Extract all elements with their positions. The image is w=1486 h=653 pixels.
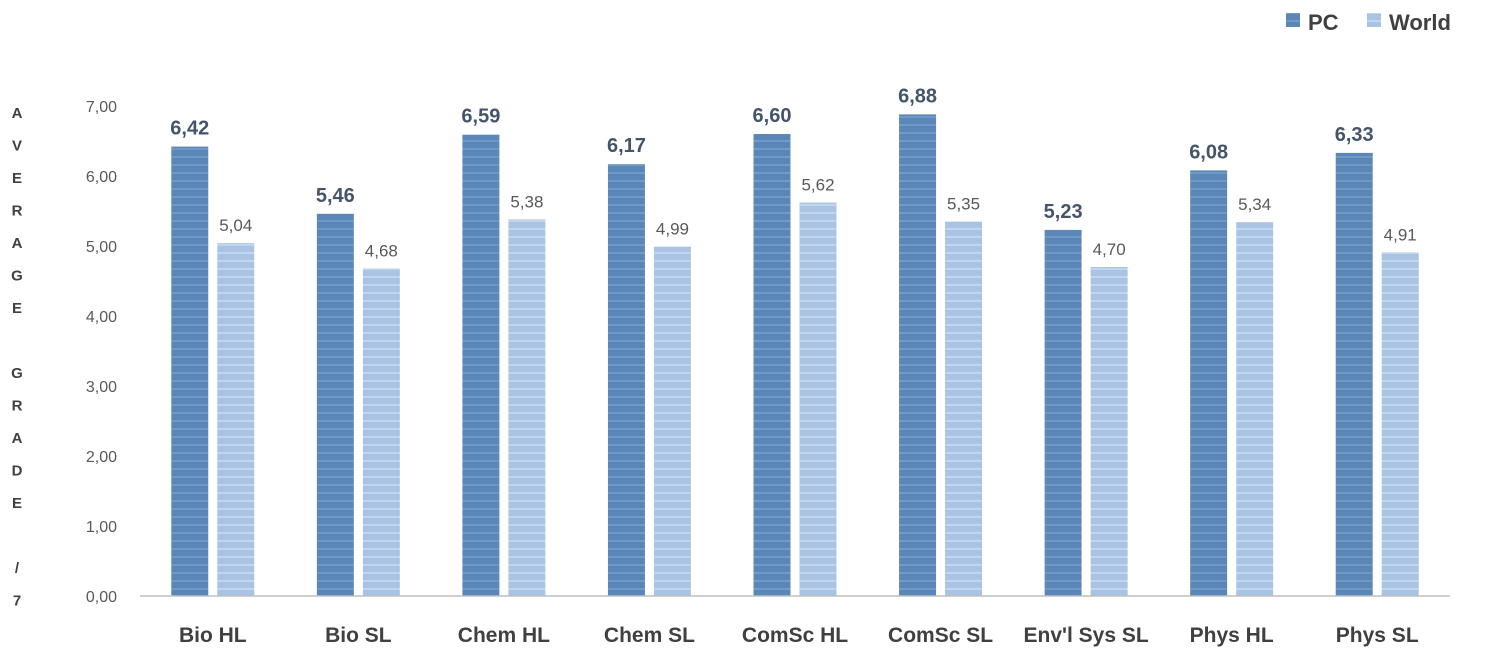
- y-axis-title-char: D: [12, 463, 23, 480]
- data-label-world: 5,34: [1238, 195, 1271, 214]
- y-axis-title-char: E: [12, 495, 22, 512]
- bar-pc: [1044, 229, 1082, 596]
- data-label-pc: 6,59: [461, 106, 500, 128]
- bar-pc: [899, 114, 937, 597]
- y-axis-title-char: R: [12, 203, 23, 220]
- bar-world: [217, 243, 255, 596]
- legend-label-pc: PC: [1308, 10, 1339, 35]
- x-category-label: ComSc SL: [888, 624, 993, 647]
- data-label-world: 4,68: [365, 241, 398, 260]
- bar-world: [945, 221, 983, 596]
- bar-world: [1381, 252, 1419, 597]
- y-tick-label: 2,00: [86, 449, 117, 466]
- y-axis-title-char: A: [12, 105, 23, 122]
- bar-world: [1090, 267, 1128, 596]
- data-label-pc: 6,33: [1335, 124, 1374, 146]
- data-label-pc: 6,60: [753, 105, 792, 127]
- data-label-world: 4,99: [656, 220, 689, 239]
- y-tick-label: 1,00: [86, 519, 117, 536]
- data-label-pc: 6,08: [1189, 141, 1228, 163]
- x-category-label: Bio HL: [179, 624, 247, 647]
- y-axis-title-char: A: [12, 235, 23, 252]
- data-label-pc: 5,23: [1044, 201, 1083, 223]
- data-label-world: 5,38: [510, 192, 543, 211]
- y-tick-label: 0,00: [86, 589, 117, 606]
- y-axis-title-char: E: [12, 300, 22, 317]
- data-label-pc: 6,42: [170, 118, 209, 140]
- data-label-world: 4,70: [1093, 240, 1126, 259]
- data-label-world: 5,35: [947, 195, 980, 214]
- legend: PC World: [1286, 10, 1451, 35]
- legend-label-world: World: [1389, 10, 1451, 35]
- bar-pc: [1190, 170, 1228, 596]
- y-axis-title-char: R: [12, 398, 23, 415]
- bar-pc: [316, 213, 354, 597]
- x-axis-labels: Bio HL Bio SL Chem HL Chem SL ComSc HL ComSc …: [179, 624, 1419, 647]
- x-category-label: Chem SL: [604, 624, 695, 647]
- y-tick-label: 4,00: [86, 309, 117, 326]
- x-category-label: Chem HL: [458, 624, 550, 647]
- bar-world: [508, 219, 546, 596]
- x-category-label: ComSc HL: [742, 624, 848, 647]
- bar-world: [362, 268, 400, 596]
- bar-pc: [753, 134, 791, 596]
- x-category-label: Env'l Sys SL: [1024, 624, 1149, 647]
- x-category-label: Phys SL: [1336, 624, 1419, 647]
- bar-world: [799, 202, 837, 596]
- data-label-pc: 6,17: [607, 135, 646, 157]
- data-label-world: 4,91: [1384, 225, 1417, 244]
- data-label-world: 5,62: [801, 176, 834, 195]
- bar-pc: [607, 164, 645, 596]
- y-tick-label: 3,00: [86, 379, 117, 396]
- y-axis-title-char: G: [11, 365, 23, 382]
- y-tick-label: 5,00: [86, 239, 117, 256]
- legend-swatch-pc: [1286, 13, 1300, 27]
- x-category-label: Phys HL: [1190, 624, 1274, 647]
- legend-swatch-world: [1367, 13, 1381, 27]
- data-label-pc: 5,46: [316, 185, 355, 207]
- bar-pc: [1335, 152, 1373, 596]
- y-tick-label: 6,00: [86, 169, 117, 186]
- bar-pc: [171, 146, 209, 596]
- y-axis-title-char: V: [12, 138, 22, 155]
- y-axis-title-char: /: [15, 560, 20, 577]
- bar-world: [1236, 222, 1274, 596]
- x-category-label: Bio SL: [325, 624, 392, 647]
- y-tick-label: 7,00: [86, 99, 117, 116]
- data-label-world: 5,04: [219, 216, 252, 235]
- y-axis-title-char: G: [11, 268, 23, 285]
- y-axis-ticks: 0,00 1,00 2,00 3,00 4,00 5,00 6,00 7,00: [86, 99, 117, 606]
- y-axis-title-char: E: [12, 170, 22, 187]
- bar-pc: [462, 134, 500, 596]
- data-label-pc: 6,88: [898, 85, 937, 107]
- bars: 6,42 5,04 5,46 4,68 6,59 5,38 6,17 4,99 6,60 5,62…: [170, 85, 1419, 597]
- y-axis-title-char: A: [12, 430, 23, 447]
- y-axis-title-char: 7: [13, 593, 21, 610]
- bar-world: [653, 246, 691, 596]
